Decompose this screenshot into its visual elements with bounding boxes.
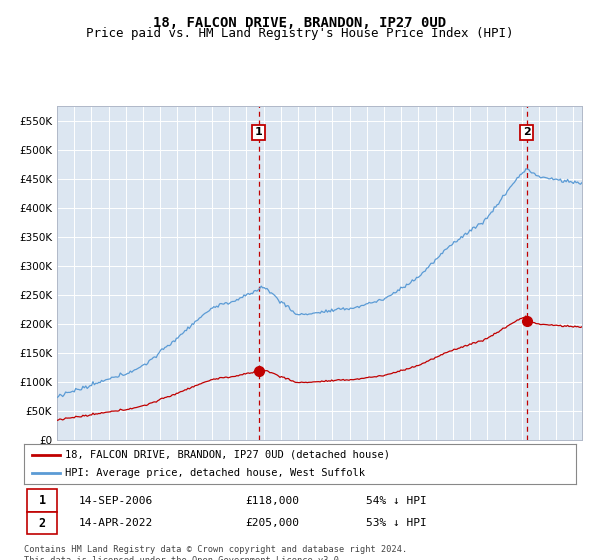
Text: Contains HM Land Registry data © Crown copyright and database right 2024.
This d: Contains HM Land Registry data © Crown c… — [24, 545, 407, 560]
Text: Price paid vs. HM Land Registry's House Price Index (HPI): Price paid vs. HM Land Registry's House … — [86, 27, 514, 40]
Text: £205,000: £205,000 — [245, 518, 299, 528]
FancyBboxPatch shape — [27, 489, 57, 512]
Text: £118,000: £118,000 — [245, 496, 299, 506]
Text: 54% ↓ HPI: 54% ↓ HPI — [366, 496, 427, 506]
FancyBboxPatch shape — [27, 512, 57, 534]
Text: 1: 1 — [254, 128, 262, 137]
Text: 2: 2 — [523, 128, 530, 137]
Text: 18, FALCON DRIVE, BRANDON, IP27 0UD: 18, FALCON DRIVE, BRANDON, IP27 0UD — [154, 16, 446, 30]
Text: 2: 2 — [38, 516, 46, 530]
Text: 53% ↓ HPI: 53% ↓ HPI — [366, 518, 427, 528]
Text: 14-SEP-2006: 14-SEP-2006 — [79, 496, 154, 506]
Text: 1: 1 — [38, 494, 46, 507]
Text: 18, FALCON DRIVE, BRANDON, IP27 0UD (detached house): 18, FALCON DRIVE, BRANDON, IP27 0UD (det… — [65, 450, 391, 460]
Text: HPI: Average price, detached house, West Suffolk: HPI: Average price, detached house, West… — [65, 468, 365, 478]
Text: 14-APR-2022: 14-APR-2022 — [79, 518, 154, 528]
